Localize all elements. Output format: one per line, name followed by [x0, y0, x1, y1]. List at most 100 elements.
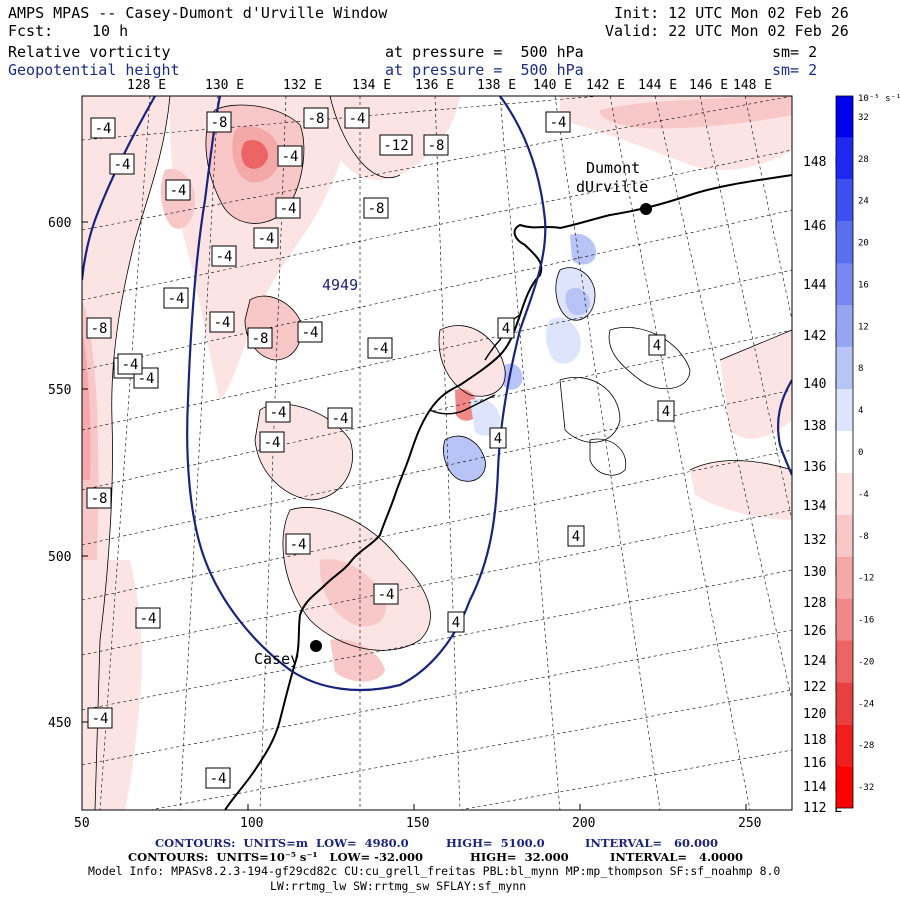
- contour-label: -4: [327, 407, 353, 429]
- field1-level: at pressure = 500 hPa: [385, 43, 584, 61]
- forecast-value: 10 h: [92, 22, 129, 40]
- contour-label: -8: [303, 107, 329, 129]
- positive-vorticity-shading: [443, 233, 597, 482]
- right-longitude-label: 128 E: [803, 596, 842, 611]
- lat-lon-grid: [82, 96, 792, 810]
- top-longitude-label: 130 E: [205, 78, 244, 93]
- colorbar-label: 20: [858, 239, 869, 249]
- x-tick-label: 100: [240, 816, 263, 831]
- svg-text:4: 4: [572, 529, 580, 545]
- colorbar-swatch: [836, 389, 853, 432]
- contour-label: -8: [423, 134, 449, 156]
- contour-label: -4: [285, 533, 311, 555]
- field1-smoothing: sm= 2: [772, 43, 818, 61]
- model-info: Model Info: MPASv8.2.3-194-gf29cd82c CU:…: [88, 864, 781, 878]
- right-longitude-label: 148 E: [803, 155, 842, 170]
- svg-text:-4: -4: [280, 201, 297, 217]
- contour-label: -4: [373, 583, 399, 605]
- svg-text:-4: -4: [258, 231, 275, 247]
- svg-text:-8: -8: [368, 201, 385, 217]
- svg-text:-4: -4: [216, 249, 233, 265]
- right-longitude-label: 138 E: [803, 419, 842, 434]
- svg-text:-4: -4: [92, 711, 109, 727]
- contour-label: 4: [567, 525, 585, 547]
- contour-label: -4: [87, 707, 113, 729]
- model-info-line2: LW:rrtmg_lw SW:rrtmg_sw SFLAY:sf_mynn: [270, 879, 527, 893]
- colorbar-label: -4: [858, 490, 869, 500]
- x-tick-label: 200: [572, 816, 595, 831]
- colorbar-label: 16: [858, 280, 869, 290]
- right-longitude-label: 118 E: [803, 733, 842, 748]
- vorticity-contour-info-low: CONTOURS: UNITS=10⁻⁵ s⁻¹ LOW= -32.000: [128, 850, 423, 864]
- y-tick-label: 600: [48, 216, 71, 231]
- station-dumont-durville: Dumont dUrville: [576, 159, 652, 215]
- x-tick-label: 50: [74, 816, 90, 831]
- station-marker: [310, 640, 322, 652]
- right-longitude-label: 126 E: [803, 624, 842, 639]
- contour-label: 4: [657, 400, 675, 422]
- right-longitude-labels: 148 E 146 E 144 E 142 E 140 E 138 E 136 E 134 E…: [803, 155, 842, 816]
- x-tick-label: 150: [406, 816, 429, 831]
- colorbar-label: -28: [858, 741, 874, 751]
- valid-time: Valid: 22 UTC Mon 02 Feb 26: [605, 22, 849, 40]
- svg-text:-4: -4: [270, 405, 287, 421]
- svg-text:-8: -8: [428, 138, 445, 154]
- colorbar-swatch: [836, 724, 853, 767]
- colorbar-swatch: [836, 556, 853, 599]
- svg-text:-4: -4: [332, 411, 349, 427]
- plot-frame: [81, 95, 793, 811]
- field1-name: Relative vorticity: [8, 43, 171, 61]
- y-axis-ticks: 600 550 500 450: [48, 216, 88, 731]
- contour-label: -8: [86, 487, 112, 509]
- contour-label: -4: [259, 431, 285, 453]
- contour-label: 4: [497, 317, 515, 339]
- top-longitude-label: 134 E: [352, 78, 391, 93]
- colorbar-label: -32: [858, 783, 874, 793]
- svg-text:4: 4: [653, 338, 661, 354]
- colorbar-swatch: [836, 179, 853, 222]
- top-longitude-label: 132 E: [283, 78, 322, 93]
- svg-text:-4: -4: [214, 315, 231, 331]
- contour-label: -4: [297, 321, 323, 343]
- svg-text:-8: -8: [252, 331, 269, 347]
- contour-label: 4: [447, 611, 465, 633]
- top-longitude-label: 144 E: [638, 78, 677, 93]
- init-time: Init: 12 UTC Mon 02 Feb 26: [614, 4, 849, 22]
- height-contour-label: 4949: [322, 276, 358, 294]
- contour-label: -4: [211, 245, 237, 267]
- colorbar-swatch: [836, 472, 853, 515]
- forecast-label: Fcst:: [8, 22, 54, 40]
- colorbar-swatch: [836, 431, 853, 473]
- colorbar-swatch: [836, 640, 853, 683]
- field2-level: at pressure = 500 hPa: [385, 61, 584, 79]
- svg-text:-8: -8: [308, 111, 325, 127]
- contour-label: -4: [367, 337, 393, 359]
- colorbar-label: -8: [858, 532, 869, 542]
- colorbar-swatch: [836, 682, 853, 725]
- contour-label: -4: [545, 111, 571, 133]
- vorticity-contours: [94, 96, 792, 810]
- colorbar-swatch: [836, 221, 853, 264]
- svg-text:-4: -4: [302, 325, 319, 341]
- contour-label: -8: [363, 197, 389, 219]
- svg-text:-8: -8: [211, 115, 228, 131]
- colorbar-label: 24: [858, 197, 869, 207]
- svg-text:-12: -12: [383, 138, 408, 154]
- colorbar-label: -12: [858, 574, 874, 584]
- colorbar-label: 0: [858, 448, 863, 458]
- colorbar-swatch: [836, 598, 853, 641]
- x-tick-label: 250: [738, 816, 761, 831]
- station-marker: [640, 203, 652, 215]
- colorbar-label: 28: [858, 155, 869, 165]
- contour-labels: -4 -8 -8 -4 -4-4-12 -8-4-4-4 -8-4-4-4-8 -4-8 -4-…: [86, 107, 675, 789]
- colorbar-label: 8: [858, 364, 863, 374]
- colorbar-swatch: [836, 347, 853, 390]
- contour-label: -4: [253, 227, 279, 249]
- y-tick-label: 500: [48, 550, 71, 565]
- svg-text:-8: -8: [91, 491, 108, 507]
- svg-text:-4: -4: [114, 157, 131, 173]
- station-name-line2: dUrville: [576, 178, 648, 196]
- contour-label: -4: [109, 153, 135, 175]
- contour-label: -8: [206, 111, 232, 133]
- svg-text:-4: -4: [95, 121, 112, 137]
